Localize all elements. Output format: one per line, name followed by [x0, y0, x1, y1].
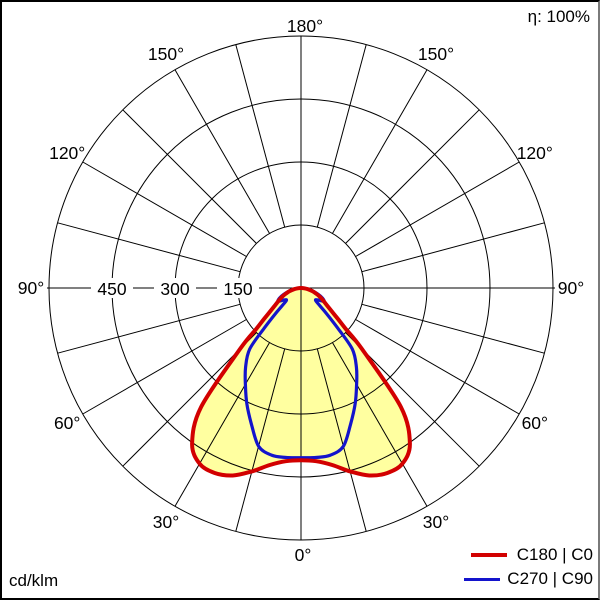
angle-label: 90° — [18, 278, 44, 298]
angle-label: 30° — [153, 512, 179, 532]
angle-label: 0° — [295, 545, 312, 565]
angle-label: 120° — [517, 143, 553, 163]
radial-tick-labels: 150 300 450 — [91, 278, 259, 299]
legend-item-c90-c270: C270 | C90 — [464, 568, 593, 590]
c90-c270-line-swatch — [464, 577, 501, 581]
angle-labels: 0° 30° 30° 60° 60° 90° 90° 120° 120° 150° 150° 180° — [18, 16, 584, 565]
c0-c180-curve — [190, 286, 412, 478]
angle-label: 30° — [423, 512, 449, 532]
radial-tick-label: 150 — [223, 279, 252, 299]
radial-tick-label: 300 — [160, 279, 189, 299]
angle-label: 90° — [558, 278, 584, 298]
c90-c270-curve — [243, 286, 359, 460]
c0-c180-line-swatch — [470, 553, 507, 557]
angle-label: 150° — [148, 44, 184, 64]
legend: C180 | C0 C270 | C90 — [464, 544, 593, 590]
unit-label: cd/klm — [9, 571, 59, 590]
legend-label-c0-c180: C180 | C0 — [516, 545, 593, 564]
efficiency-label: η: 100% — [527, 7, 590, 26]
angle-label: 150° — [418, 44, 454, 64]
legend-item-c0-c180: C180 | C0 — [470, 544, 593, 566]
radial-tick-label: 450 — [97, 279, 126, 299]
angle-label: 60° — [522, 413, 548, 433]
angle-label: 60° — [54, 413, 80, 433]
angle-label: 120° — [49, 143, 85, 163]
legend-label-c90-c270: C270 | C90 — [507, 569, 593, 588]
angle-label: 180° — [287, 16, 323, 36]
